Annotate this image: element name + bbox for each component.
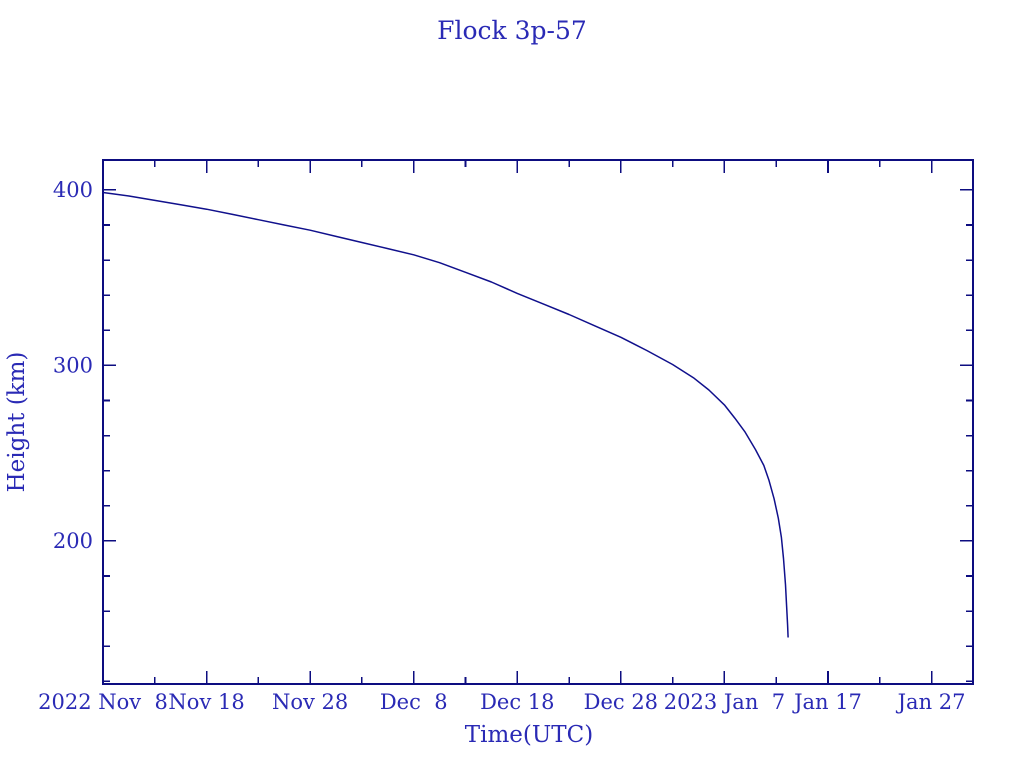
y-tick-label: 300 [53,353,93,377]
x-tick-label: Nov 18 [168,690,244,714]
x-tick-label: Dec 28 [584,690,658,714]
decay-curve [102,191,789,638]
chart-title: Flock 3p-57 [437,16,587,45]
x-tick-label: Dec 8 [380,690,448,714]
axis-ticks [103,160,973,684]
x-tick-label: Jan 17 [792,690,862,714]
x-axis-title: Time(UTC) [465,722,593,748]
y-axis-title: Height (km) [4,352,30,493]
y-tick-label: 400 [53,178,93,202]
y-tick-label: 200 [53,529,93,553]
x-tick-label: 2023 Jan 7 [664,690,785,714]
height-decay-line [102,191,789,638]
x-tick-label: Jan 27 [896,690,966,714]
x-tick-label: Dec 18 [480,690,554,714]
x-tick-label: Nov 28 [272,690,348,714]
plot-frame [102,159,974,685]
tick-labels: 2022 Nov 8 Nov 18 Nov 28 Dec 8 Dec 18 Dec 28 2… [38,178,965,714]
x-tick-label: 2022 Nov 8 [38,690,168,714]
frame-rect [102,159,974,685]
